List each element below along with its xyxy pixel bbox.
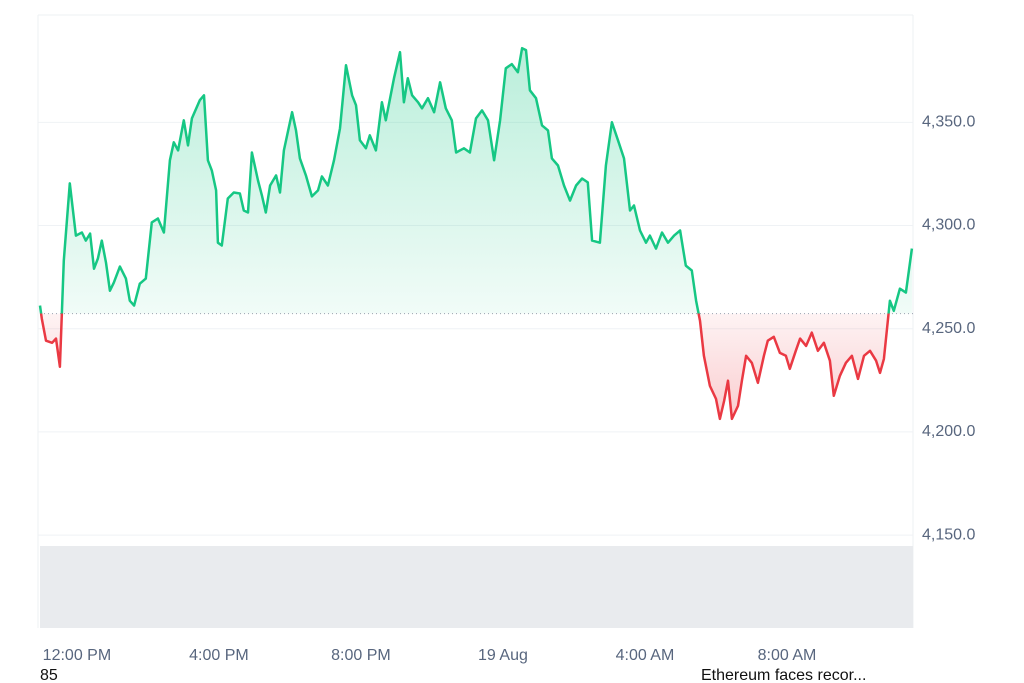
y-tick-label: 4,250.0 [922,320,975,337]
y-tick-label: 4,200.0 [922,423,975,440]
y-tick-label: 4,150.0 [922,526,975,543]
area-fill [40,48,912,419]
annotation: 85 [40,667,58,683]
y-tick-label: 4,300.0 [922,217,975,234]
x-tick-label: 12:00 PM [43,647,111,664]
x-tick-label: 8:00 PM [331,647,391,664]
annotation: Ethereum faces recor... [701,667,866,683]
x-tick-label: 4:00 AM [616,647,675,664]
x-tick-label: 8:00 AM [758,647,817,664]
y-tick-label: 4,350.0 [922,114,975,131]
price-line [38,46,914,421]
x-tick-label: 4:00 PM [189,647,249,664]
x-tick-label: 19 Aug [478,647,528,664]
volume-band [40,546,913,628]
